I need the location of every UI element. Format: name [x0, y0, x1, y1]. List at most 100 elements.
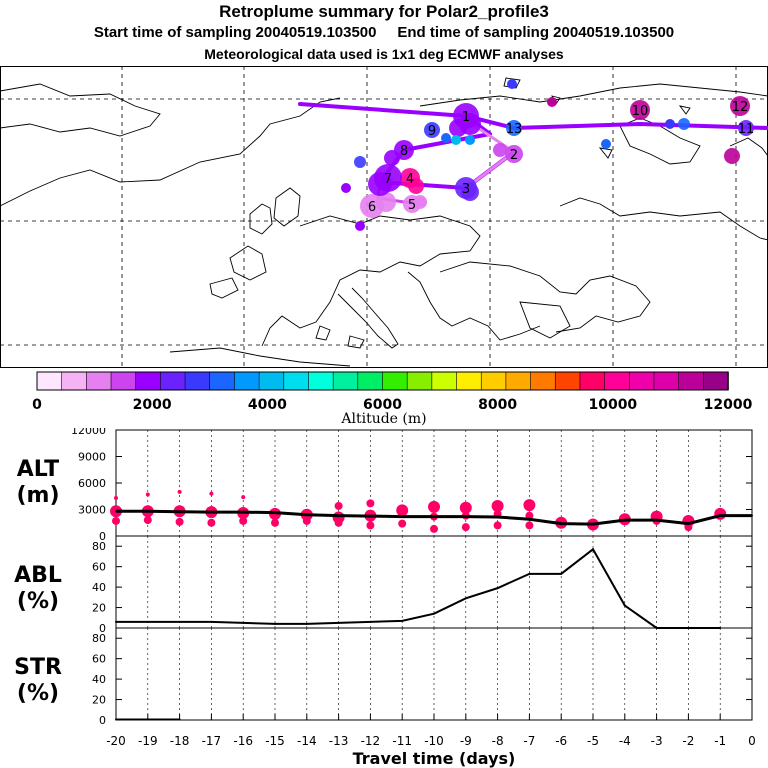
- data-point: [655, 519, 658, 522]
- colorbar-cell: [653, 371, 680, 391]
- data-point: [528, 572, 531, 575]
- y-tick-label: 20: [92, 694, 106, 707]
- y-tick-label: 40: [92, 581, 106, 594]
- colorbar-cell: [678, 371, 705, 391]
- y-axis-label: STR: [14, 655, 62, 680]
- y-axis-unit: (m): [16, 483, 59, 508]
- travel-time-axis: -20 -19 -18 -17 -16 -15 -14 -13 -12 -11 -10 -9 -8 -7-…: [106, 714, 756, 768]
- data-point: [274, 511, 276, 514]
- cluster-dot: [441, 133, 451, 143]
- x-tick-label: -7: [523, 734, 535, 748]
- cluster-altitude-dot: [398, 519, 407, 528]
- x-tick-label: -2: [682, 734, 694, 748]
- data-point: [496, 587, 499, 590]
- colorbar-cell: [332, 371, 359, 391]
- x-tick-label: -18: [170, 734, 190, 748]
- trajectory-label: 12: [732, 100, 749, 115]
- alt-panel: 0 3000 6000 9000 12000 ALT(m): [16, 428, 753, 543]
- cluster-dot: [665, 119, 675, 129]
- cluster-altitude-dot: [112, 516, 120, 525]
- trajectory-label: 13: [506, 122, 523, 137]
- x-tick-label: -20: [106, 734, 126, 748]
- data-point: [496, 516, 499, 519]
- cluster-altitude-dot: [525, 521, 534, 530]
- y-tick-label: 0: [99, 622, 106, 635]
- cluster-altitude-dot: [177, 489, 182, 494]
- cluster-circle: [424, 122, 440, 138]
- cluster-altitude-dot: [430, 524, 438, 533]
- cluster-altitude-dot: [207, 518, 216, 527]
- y-tick-label: 80: [92, 632, 106, 645]
- data-point: [592, 548, 594, 551]
- x-tick-label: -3: [651, 734, 663, 748]
- trajectory-label: 8: [400, 144, 408, 159]
- colorbar-cell: [160, 371, 186, 391]
- colorbar-cell: [554, 371, 581, 391]
- colorbar-cell: [184, 371, 211, 391]
- cluster-altitude-dot: [428, 500, 440, 513]
- colorbar-label: Altitude (m): [340, 411, 426, 427]
- colorbar-cell: [382, 371, 408, 391]
- cluster-circle: [354, 156, 366, 168]
- data-point: [592, 523, 594, 526]
- cluster-circle: [730, 96, 750, 116]
- data-point: [401, 619, 404, 622]
- cluster-altitude-dot: [271, 518, 279, 527]
- x-tick-label: -5: [587, 734, 599, 748]
- data-point: [560, 522, 563, 525]
- colorbar-cell: [258, 371, 285, 391]
- cluster-circle: [376, 192, 396, 212]
- colorbar-cell: [36, 371, 63, 391]
- series-line: [116, 547, 721, 629]
- cluster-altitude-dot: [334, 501, 343, 510]
- y-tick-label: 6000: [78, 477, 106, 490]
- data-point: [337, 621, 340, 624]
- colorbar-cell: [406, 371, 433, 391]
- cluster-altitude-dot: [396, 504, 409, 517]
- data-point: [623, 519, 626, 522]
- trajectory-label: 9: [428, 124, 436, 139]
- x-tick-label: -12: [361, 734, 381, 748]
- colorbar-tick-label: 2000: [133, 397, 172, 413]
- cluster-dot: [547, 97, 557, 107]
- colorbar-cell: [61, 371, 88, 391]
- y-tick-label: 60: [92, 561, 106, 574]
- y-tick-label: 0: [99, 714, 106, 727]
- trajectory-label: 1: [462, 110, 470, 125]
- data-point: [464, 515, 467, 518]
- y-tick-label: 12000: [71, 428, 106, 437]
- colorbar-cell: [628, 371, 655, 391]
- cluster-altitude-dot: [684, 523, 693, 532]
- cluster-circle: [630, 100, 650, 120]
- x-tick-label: -10: [424, 734, 444, 748]
- y-tick-label: 60: [92, 653, 106, 666]
- data-point: [623, 604, 626, 607]
- data-point: [274, 622, 276, 625]
- colorbar-tick-label: 8000: [478, 397, 517, 413]
- x-tick-label: -17: [202, 734, 222, 748]
- colorbar-cell: [604, 371, 631, 391]
- trajectory-label: 3: [462, 182, 470, 197]
- y-axis-unit: (%): [17, 589, 59, 614]
- colorbar-cell: [308, 371, 334, 391]
- y-tick-label: 20: [92, 602, 106, 615]
- data-point: [146, 510, 149, 513]
- cluster-dot: [417, 197, 427, 207]
- data-point: [210, 511, 213, 514]
- x-tick-label: -8: [492, 734, 504, 748]
- cluster-circle: [408, 178, 424, 194]
- y-tick-label: 0: [99, 530, 106, 543]
- x-tick-label: -4: [619, 734, 631, 748]
- x-tick-label: 0: [748, 734, 756, 748]
- map-graticule: [0, 66, 768, 368]
- cluster-markers: [341, 79, 754, 231]
- data-point: [369, 620, 372, 623]
- cluster-circle: [461, 183, 479, 201]
- coastlines: [0, 77, 768, 367]
- colorbar-cell: [86, 371, 112, 391]
- cluster-dot: [451, 135, 461, 145]
- colorbar-cell: [703, 371, 729, 391]
- trajectory-label: 5: [408, 198, 416, 213]
- x-tick-label: -15: [265, 734, 285, 748]
